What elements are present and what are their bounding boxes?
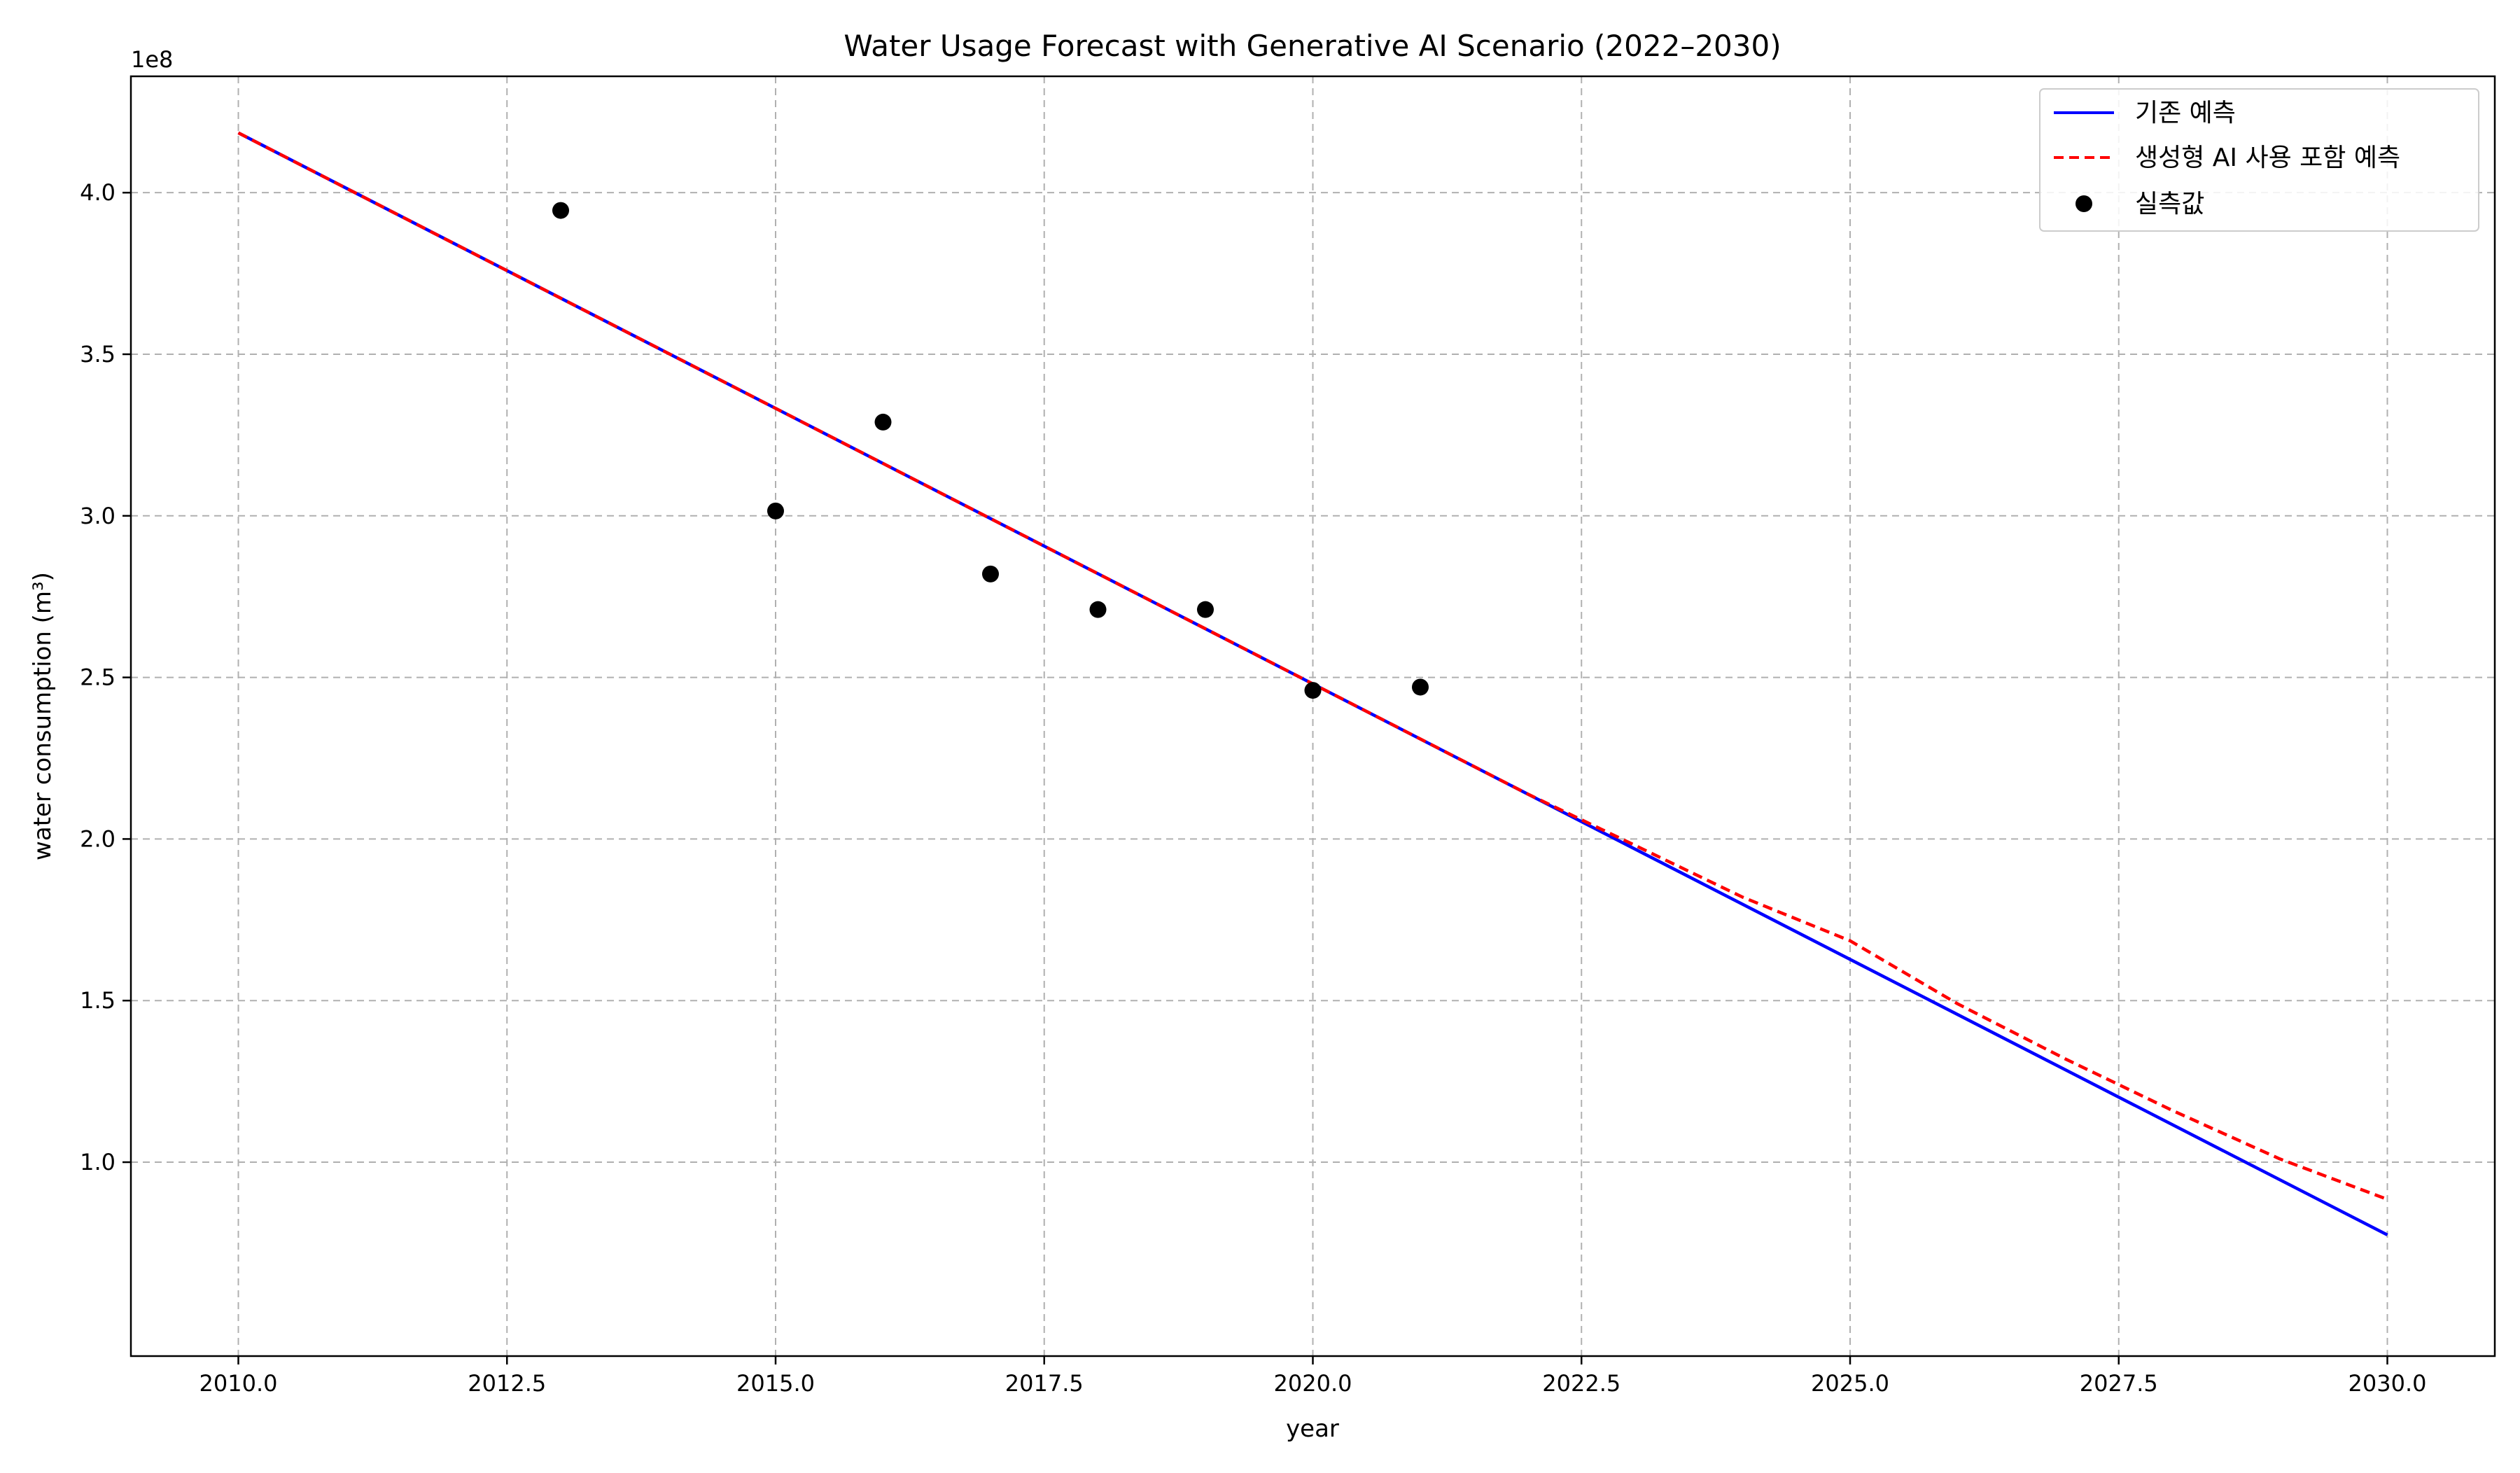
y-tick-label: 3.5 xyxy=(80,341,115,368)
actual-data-point xyxy=(1089,601,1107,618)
x-tick-label: 2030.0 xyxy=(2348,1370,2427,1397)
y-tick-label: 2.0 xyxy=(80,825,115,852)
legend-swatch-actual xyxy=(2076,195,2092,212)
x-tick-label: 2020.0 xyxy=(1274,1370,1352,1397)
legend-box xyxy=(2039,88,2479,232)
x-tick-label: 2010.0 xyxy=(200,1370,278,1397)
chart-title: Water Usage Forecast with Generative AI … xyxy=(844,29,1781,63)
x-tick-label: 2025.0 xyxy=(1811,1370,1889,1397)
actual-data-point xyxy=(1304,682,1322,699)
legend-label-actual: 실측값 xyxy=(2135,190,2204,218)
y-tick-label: 1.0 xyxy=(80,1149,115,1175)
actual-data-point xyxy=(982,565,999,582)
y-axis-label: water consumption (m³) xyxy=(29,572,57,860)
x-tick-label: 2027.5 xyxy=(2080,1370,2158,1397)
actual-data-point xyxy=(1412,678,1429,696)
actual-data-point xyxy=(1197,601,1214,618)
actual-data-point xyxy=(552,202,569,219)
x-tick-label: 2012.5 xyxy=(468,1370,546,1397)
x-tick-label: 2022.5 xyxy=(1542,1370,1620,1397)
x-axis-label: year xyxy=(1286,1415,1339,1443)
y-tick-label: 3.0 xyxy=(80,503,115,529)
ticks: 2010.0 2012.5 2015.0 2017.5 2020.0 2022.5 2025… xyxy=(80,179,2426,1397)
actual-data-point xyxy=(767,502,784,519)
series-layer xyxy=(237,131,2388,1236)
legend: 기존 예측 생성형 AI 사용 포함 예측 실측값 xyxy=(2039,88,2479,232)
y-tick-label: 4.0 xyxy=(80,179,115,206)
genai-forecast-line xyxy=(237,131,2388,1201)
y-tick-label: 1.5 xyxy=(80,987,115,1014)
x-tick-label: 2017.5 xyxy=(1005,1370,1084,1397)
legend-label-baseline: 기존 예측 xyxy=(2135,99,2236,127)
actual-data-point xyxy=(874,413,892,431)
x-tick-label: 2015.0 xyxy=(736,1370,815,1397)
legend-label-genai: 생성형 AI 사용 포함 예측 xyxy=(2135,144,2400,172)
y-tick-label: 2.5 xyxy=(80,664,115,691)
y-offset-label: 1e8 xyxy=(131,46,173,73)
